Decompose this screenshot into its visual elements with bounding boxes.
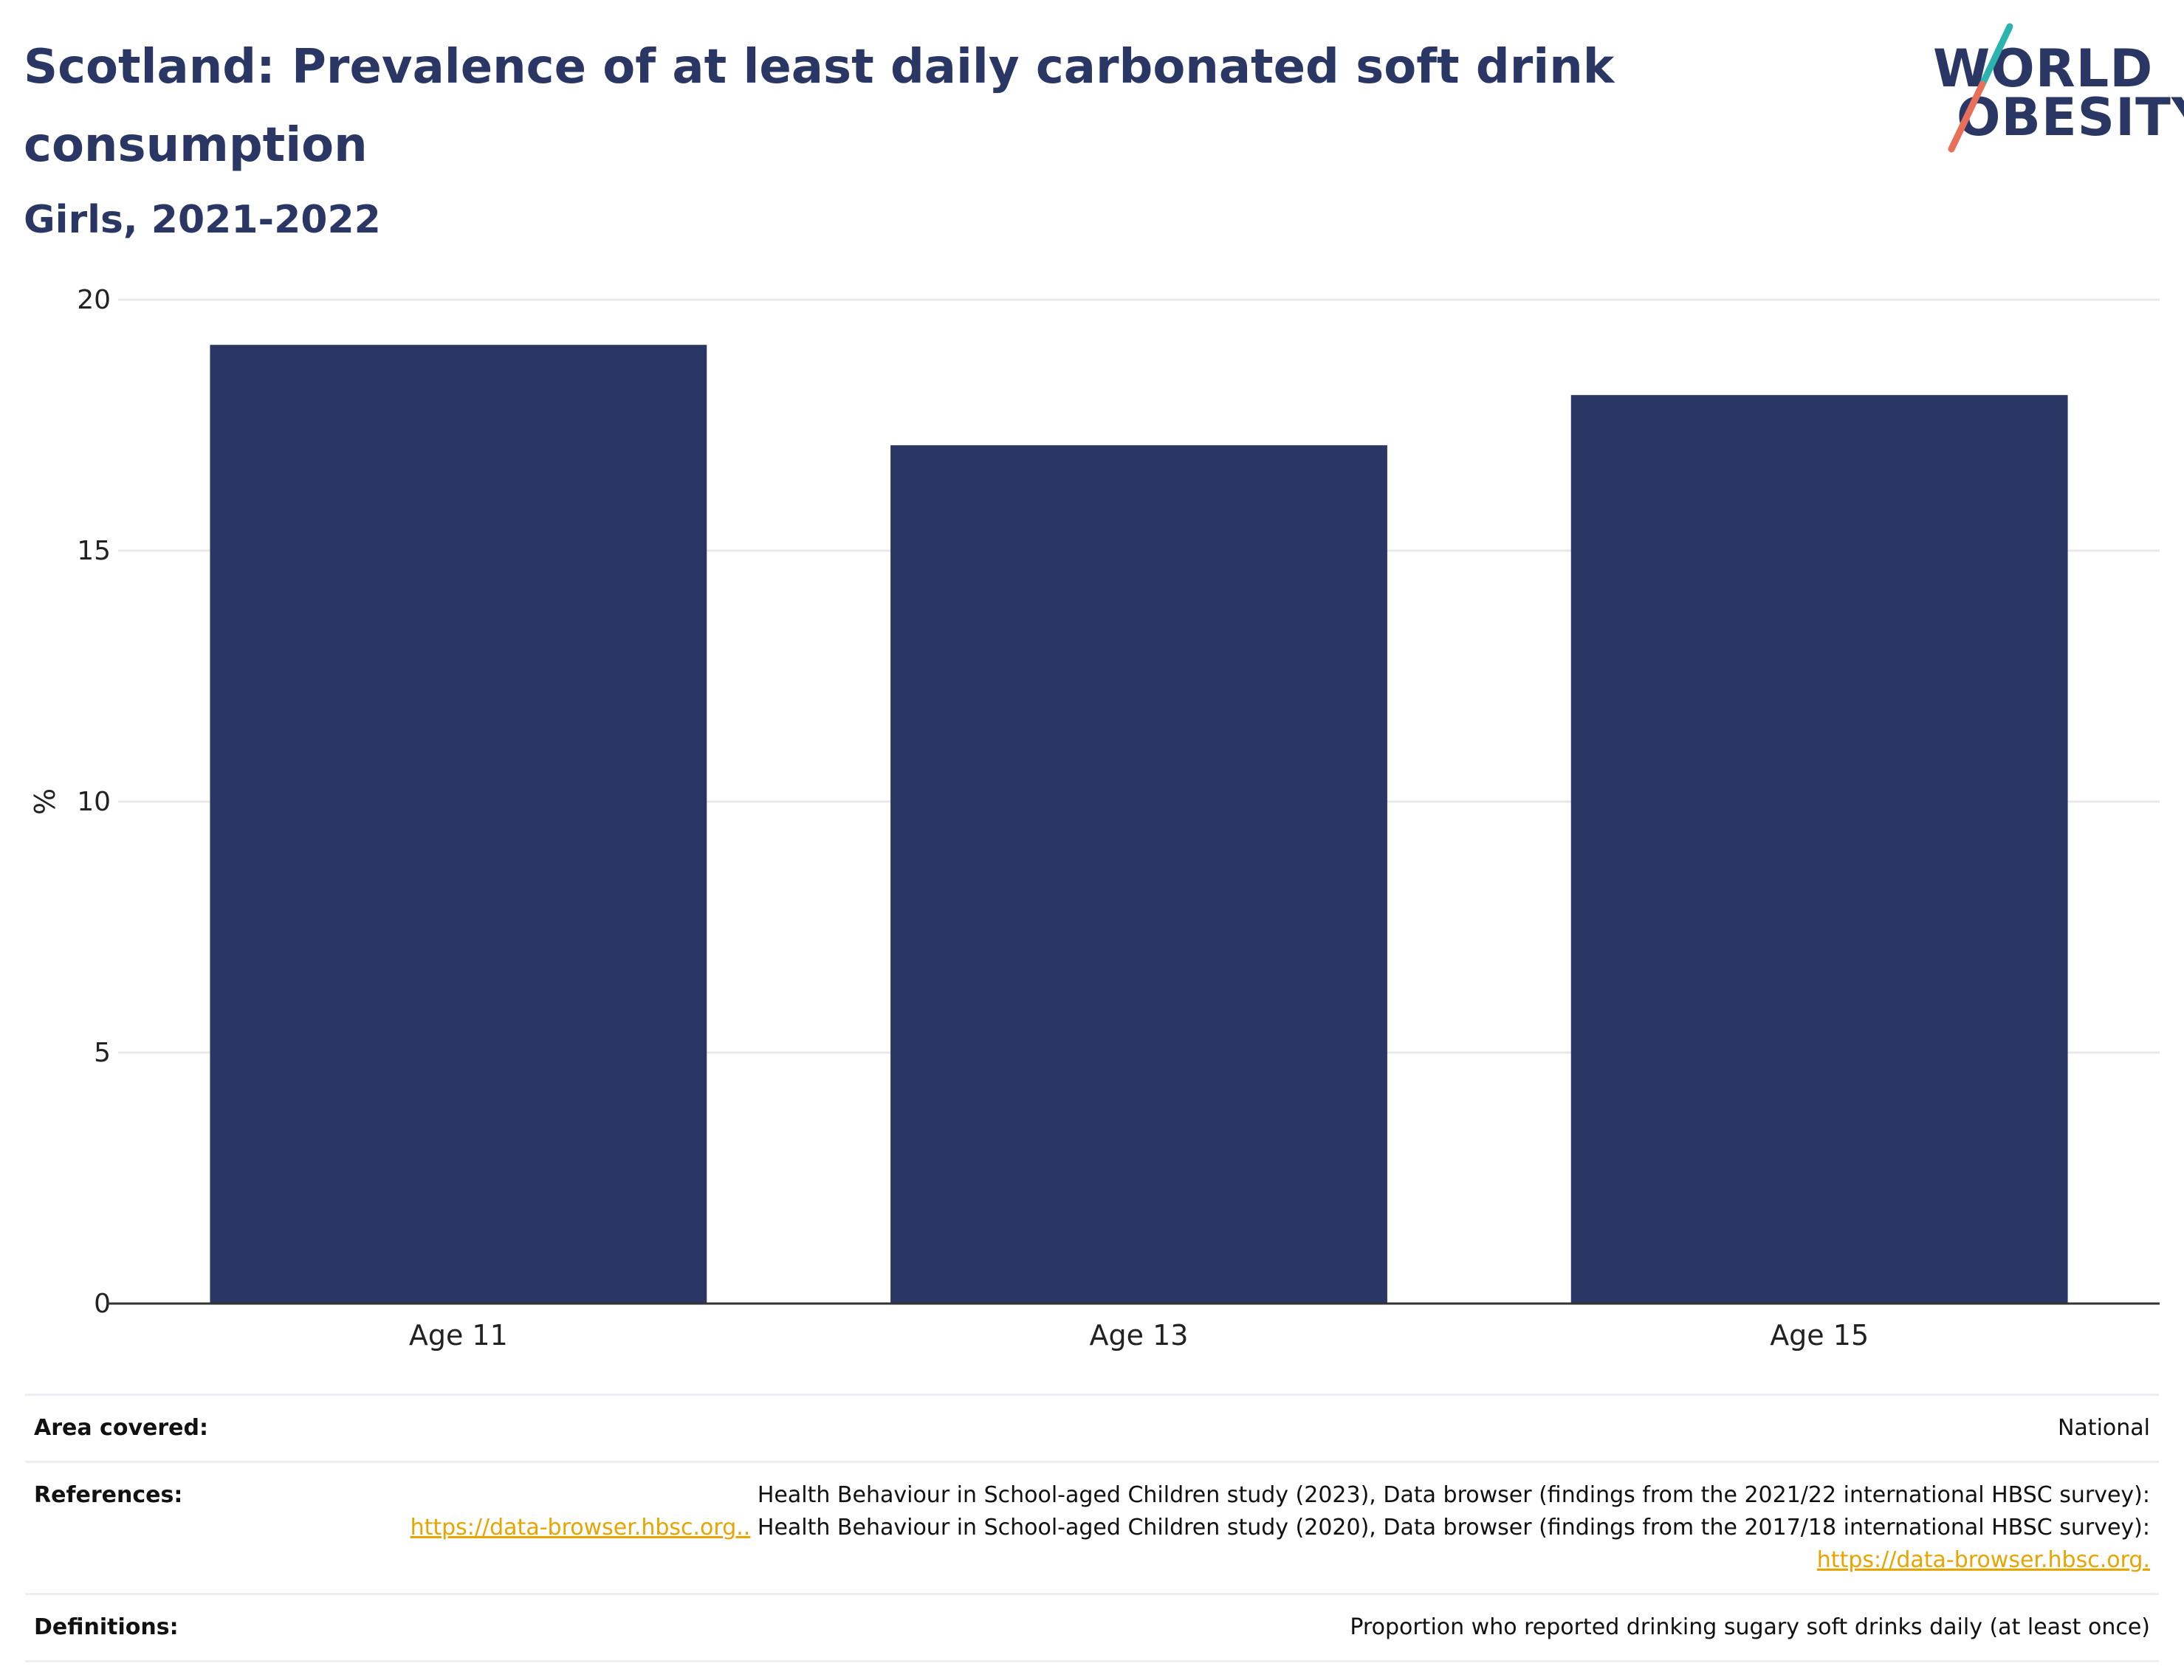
references-value: Health Behaviour in School-aged Children… [304, 1479, 2150, 1577]
bar [210, 345, 707, 1304]
references-label: References: [34, 1482, 183, 1508]
world-obesity-logo: WORLD OBESITY [1927, 22, 2184, 155]
y-tick-label: 20 [77, 285, 111, 315]
y-tick-label: 10 [77, 787, 111, 817]
y-tick-label: 5 [94, 1038, 111, 1068]
y-axis-label: % [29, 788, 61, 815]
chart-svg: 0 5 10 15 20% Age 11 Age 13 Age 15 [29, 285, 2160, 1352]
logo-word-obesity: OBESITY [1957, 87, 2184, 148]
y-tick-label: 15 [77, 536, 111, 566]
info-table: Area covered: National References: Healt… [25, 1394, 2159, 1662]
references-link-1[interactable]: https://data-browser.hbsc.org.. [410, 1515, 751, 1540]
area-covered-value: National [2057, 1415, 2150, 1441]
chart-title: Scotland: Prevalence of at least daily c… [24, 40, 1615, 173]
area-covered-label: Area covered: [34, 1415, 208, 1441]
bar [890, 445, 1387, 1304]
x-tick-label: Age 13 [1090, 1319, 1189, 1352]
references-text-2: Health Behaviour in School-aged Children… [750, 1515, 2150, 1540]
chart-subtitle: Girls, 2021-2022 [24, 198, 381, 242]
references-text-1: Health Behaviour in School-aged Children… [757, 1482, 2150, 1508]
definitions-value: Proportion who reported drinking sugary … [1350, 1614, 2150, 1640]
bar-chart: 0 5 10 15 20% Age 11 Age 13 Age 15 [0, 273, 2184, 1366]
references-link-2[interactable]: https://data-browser.hbsc.org. [1816, 1547, 2150, 1573]
definitions-label: Definitions: [34, 1614, 179, 1640]
logo-slash-icon [1948, 23, 2013, 153]
logo-word-world: WORLD [1933, 38, 2154, 99]
info-row-definitions: Definitions: Proportion who reported dri… [25, 1593, 2159, 1662]
x-tick-label: Age 15 [1770, 1319, 1869, 1352]
x-tick-label: Age 11 [409, 1319, 508, 1352]
y-tick-label: 0 [94, 1289, 111, 1319]
info-row-references: References: Health Behaviour in School-a… [25, 1461, 2159, 1593]
bar [1570, 395, 2068, 1304]
info-row-area: Area covered: National [25, 1394, 2159, 1461]
